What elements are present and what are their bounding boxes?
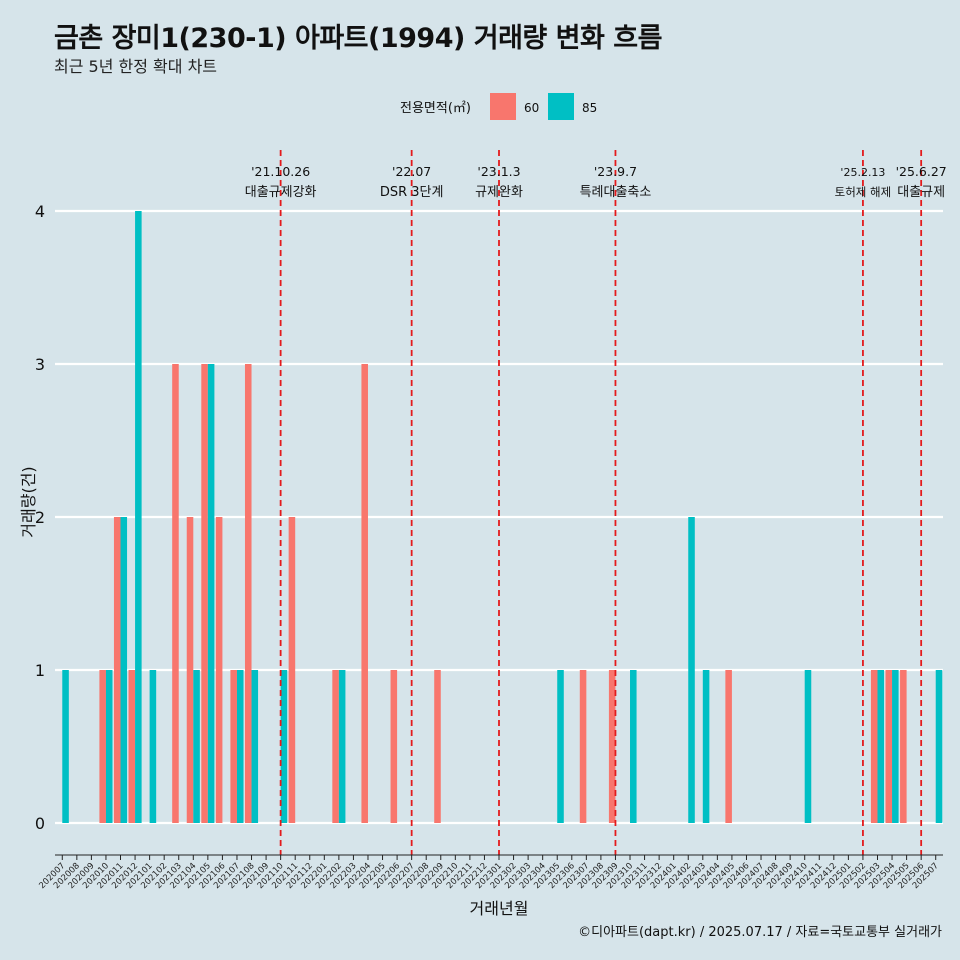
legend-label-85: 85 — [582, 101, 597, 115]
legend-swatch-85 — [548, 93, 574, 120]
annotation-date: '21.10.26 — [251, 164, 310, 179]
bar-85-202403 — [702, 670, 710, 823]
bar-85-202010 — [105, 670, 113, 823]
bar-60-202010 — [99, 670, 106, 823]
annotation-label: DSR 3단계 — [380, 185, 444, 200]
annotation-label: 특례대출축소 — [580, 185, 652, 200]
bar-60-202107 — [230, 670, 237, 823]
bar-60-202307 — [579, 670, 587, 823]
bar-85-202110 — [280, 670, 288, 823]
bar-60-202012 — [128, 670, 136, 823]
bar-85-202012 — [135, 211, 142, 823]
y-tick-label: 4 — [35, 202, 45, 221]
bar-60-202103 — [172, 364, 179, 823]
chart-title: 금촌 장미1(230-1) 아파트(1994) 거래량 변화 흐름 — [54, 23, 662, 54]
annotation-date: '23.9.7 — [594, 164, 637, 179]
bar-85-202007 — [62, 670, 69, 823]
y-tick-label: 2 — [35, 508, 45, 527]
annotations: '21.10.26 대출규제강화 '22.07 DSR 3단계 '23.1.3 규제완화 '… — [245, 150, 947, 855]
axes: 0123420200720200820200920201020201120201… — [19, 202, 943, 918]
bar-60-202011 — [113, 517, 121, 823]
bar-85-202101 — [149, 670, 157, 823]
bar-85-202202 — [338, 670, 346, 823]
bar-85-202504 — [892, 670, 899, 823]
bar-85-202507 — [935, 670, 943, 823]
legend-label-60: 60 — [524, 101, 539, 115]
annotation-date: '23.1.3 — [477, 164, 520, 179]
bar-85-202305 — [557, 670, 564, 823]
bar-85-202105 — [207, 364, 215, 823]
source-caption: ©디아파트(dapt.kr) / 2025.07.17 / 자료=국토교통부 실… — [578, 925, 942, 940]
bar-60-202206 — [390, 670, 398, 823]
bar-60-202106 — [215, 517, 223, 823]
bar-60-202111 — [288, 517, 296, 823]
bar-85-202503 — [877, 670, 885, 823]
bar-85-202310 — [630, 670, 637, 823]
bar-85-202108 — [251, 670, 259, 823]
annotation-date: '25.2.13 — [840, 166, 885, 179]
legend: 전용면적(㎡) 60 85 — [400, 93, 597, 120]
bar-60-202204 — [361, 364, 368, 823]
bar-60-202209 — [434, 670, 441, 823]
annotation-date: '22.07 — [392, 164, 431, 179]
bar-60-202309 — [608, 670, 616, 823]
bars — [62, 211, 943, 823]
bar-60-202105 — [201, 364, 208, 823]
bar-60-202504 — [885, 670, 893, 823]
legend-title: 전용면적(㎡) — [400, 101, 471, 116]
y-axis-title: 거래량(건) — [19, 466, 38, 537]
bar-85-202104 — [193, 670, 200, 823]
bar-85-202410 — [804, 670, 812, 823]
bar-60-202503 — [870, 670, 878, 823]
annotation-label: 대출규제 — [897, 185, 945, 200]
bar-60-202505 — [900, 670, 907, 823]
annotation-label: 규제완화 — [475, 185, 523, 200]
bar-85-202107 — [236, 670, 244, 823]
bar-60-202108 — [244, 364, 252, 823]
bar-60-202405 — [725, 670, 732, 823]
y-tick-label: 3 — [35, 355, 45, 374]
bar-85-202402 — [688, 517, 695, 823]
annotation-date: '25.6.27 — [896, 164, 947, 179]
bar-60-202202 — [332, 670, 339, 823]
x-axis-title: 거래년월 — [470, 899, 529, 918]
annotation-label: 대출규제강화 — [245, 185, 317, 200]
y-tick-label: 1 — [35, 661, 45, 680]
bar-60-202104 — [186, 517, 194, 823]
annotation-label: 토허제 해제 — [835, 185, 892, 199]
legend-swatch-60 — [490, 93, 516, 120]
bar-85-202011 — [120, 517, 128, 823]
chart-subtitle: 최근 5년 한정 확대 차트 — [54, 57, 218, 76]
y-tick-label: 0 — [35, 814, 45, 833]
